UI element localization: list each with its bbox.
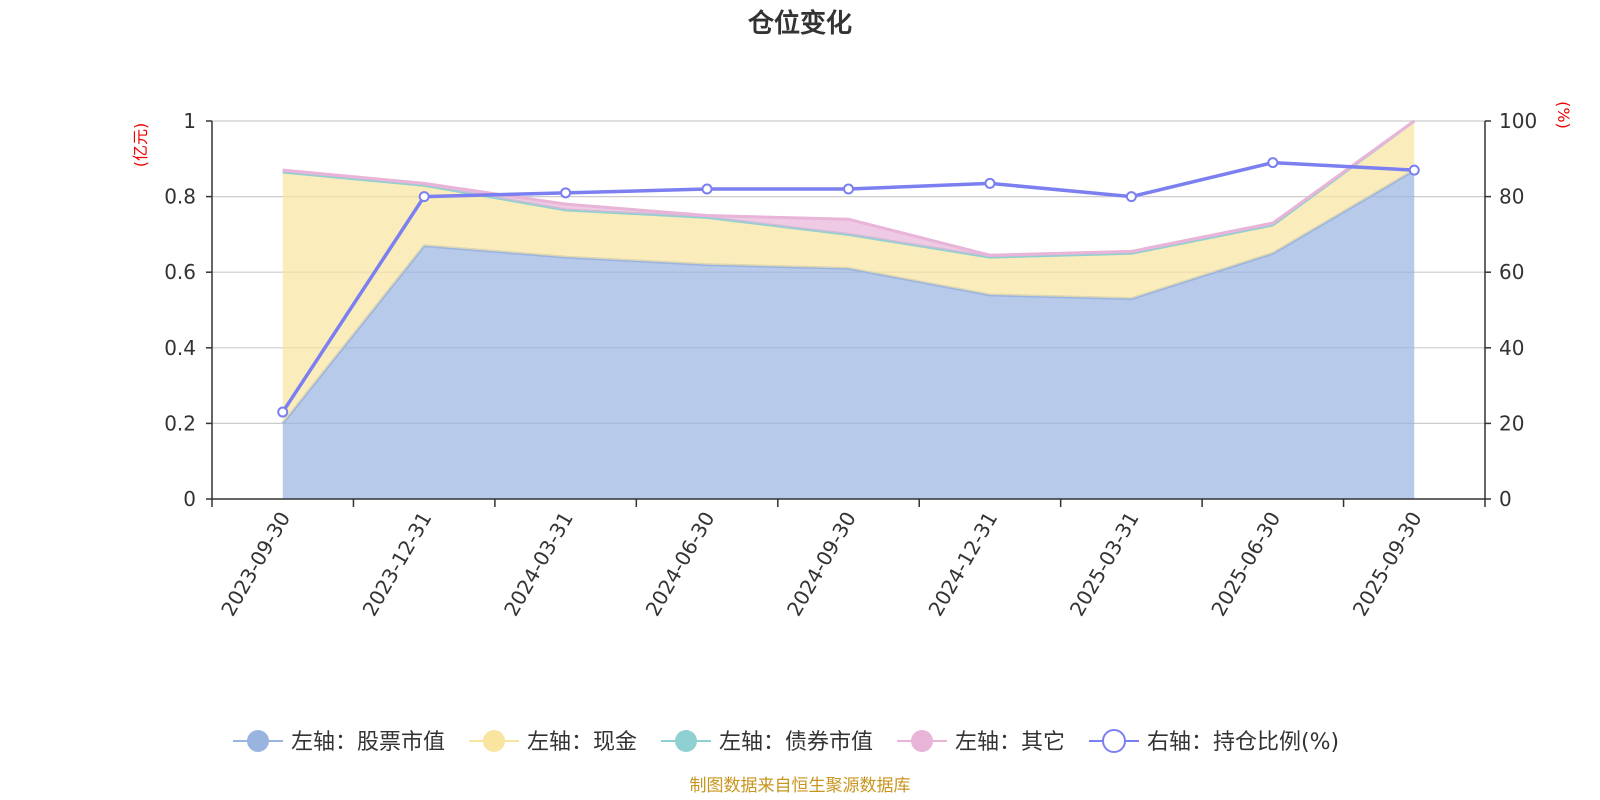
x-tick-label: 2024-09-30 <box>782 508 861 621</box>
area-edge-3 <box>282 119 1416 257</box>
area-0 <box>282 170 1415 499</box>
left-axis-ticks: 0 0.2 0.4 0.6 0.8 1 <box>164 109 212 511</box>
x-tick-label: 2024-03-31 <box>499 508 578 621</box>
x-tick-label: 2023-09-30 <box>216 508 295 621</box>
ratio-point <box>277 406 289 418</box>
legend-marker <box>1102 729 1126 753</box>
axes <box>211 121 1486 500</box>
ratio-point <box>701 183 713 195</box>
area-series <box>281 119 1416 499</box>
x-tick-label: 2025-06-30 <box>1206 508 1285 621</box>
legend-label: 左轴：现金 <box>527 730 637 755</box>
x-tick-label: 2025-09-30 <box>1348 508 1427 621</box>
right-tick-label: 60 <box>1499 260 1524 284</box>
left-tick-label: 0 <box>183 487 196 511</box>
legend-marker <box>911 730 933 752</box>
line-series <box>277 157 1420 418</box>
ratio-point <box>418 191 430 203</box>
data-source-note: 制图数据来自恒生聚源数据库 <box>690 776 911 796</box>
x-tick-label: 2024-12-31 <box>923 508 1002 621</box>
legend-label: 左轴：股票市值 <box>291 730 445 755</box>
left-tick-label: 0.8 <box>164 185 196 209</box>
ratio-point <box>984 177 996 189</box>
right-axis-unit: (%) <box>1554 101 1573 129</box>
right-tick-label: 100 <box>1499 109 1537 133</box>
left-axis-unit: (亿元) <box>131 123 150 168</box>
right-tick-label: 40 <box>1499 336 1524 360</box>
left-tick-label: 0.6 <box>164 260 196 284</box>
legend-label: 左轴：债券市值 <box>719 730 873 755</box>
x-tick-label: 2023-12-31 <box>358 508 437 621</box>
right-tick-label: 0 <box>1499 487 1512 511</box>
area-3 <box>282 121 1415 258</box>
x-tick-label: 2025-03-31 <box>1065 508 1144 621</box>
area-1 <box>282 121 1415 424</box>
left-tick-label: 1 <box>183 109 196 133</box>
ratio-point <box>1408 164 1420 176</box>
right-tick-label: 20 <box>1499 411 1524 435</box>
left-tick-label: 0.2 <box>164 411 196 435</box>
legend: 左轴：股票市值 左轴：现金 左轴：债券市值 左轴：其它 右轴：持仓比例(%) <box>233 729 1339 755</box>
ratio-point <box>560 187 572 199</box>
ratio-point <box>1267 157 1279 169</box>
legend-marker <box>483 730 505 752</box>
right-axis-ticks: 0 20 40 60 80 100 <box>1485 109 1537 511</box>
left-tick-label: 0.4 <box>164 336 196 360</box>
legend-label: 左轴：其它 <box>955 730 1065 755</box>
legend-label: 右轴：持仓比例(%) <box>1147 730 1339 755</box>
right-tick-label: 80 <box>1499 185 1524 209</box>
ratio-point <box>843 183 854 195</box>
x-axis-ticks: 2023-09-30 2023-12-31 2024-03-31 2024-06-30… <box>211 499 1486 621</box>
legend-marker <box>675 730 697 752</box>
ratio-point <box>1125 191 1137 203</box>
legend-marker <box>247 730 269 752</box>
chart-title: 仓位变化 <box>747 8 852 39</box>
x-tick-label: 2024-06-30 <box>640 508 719 621</box>
